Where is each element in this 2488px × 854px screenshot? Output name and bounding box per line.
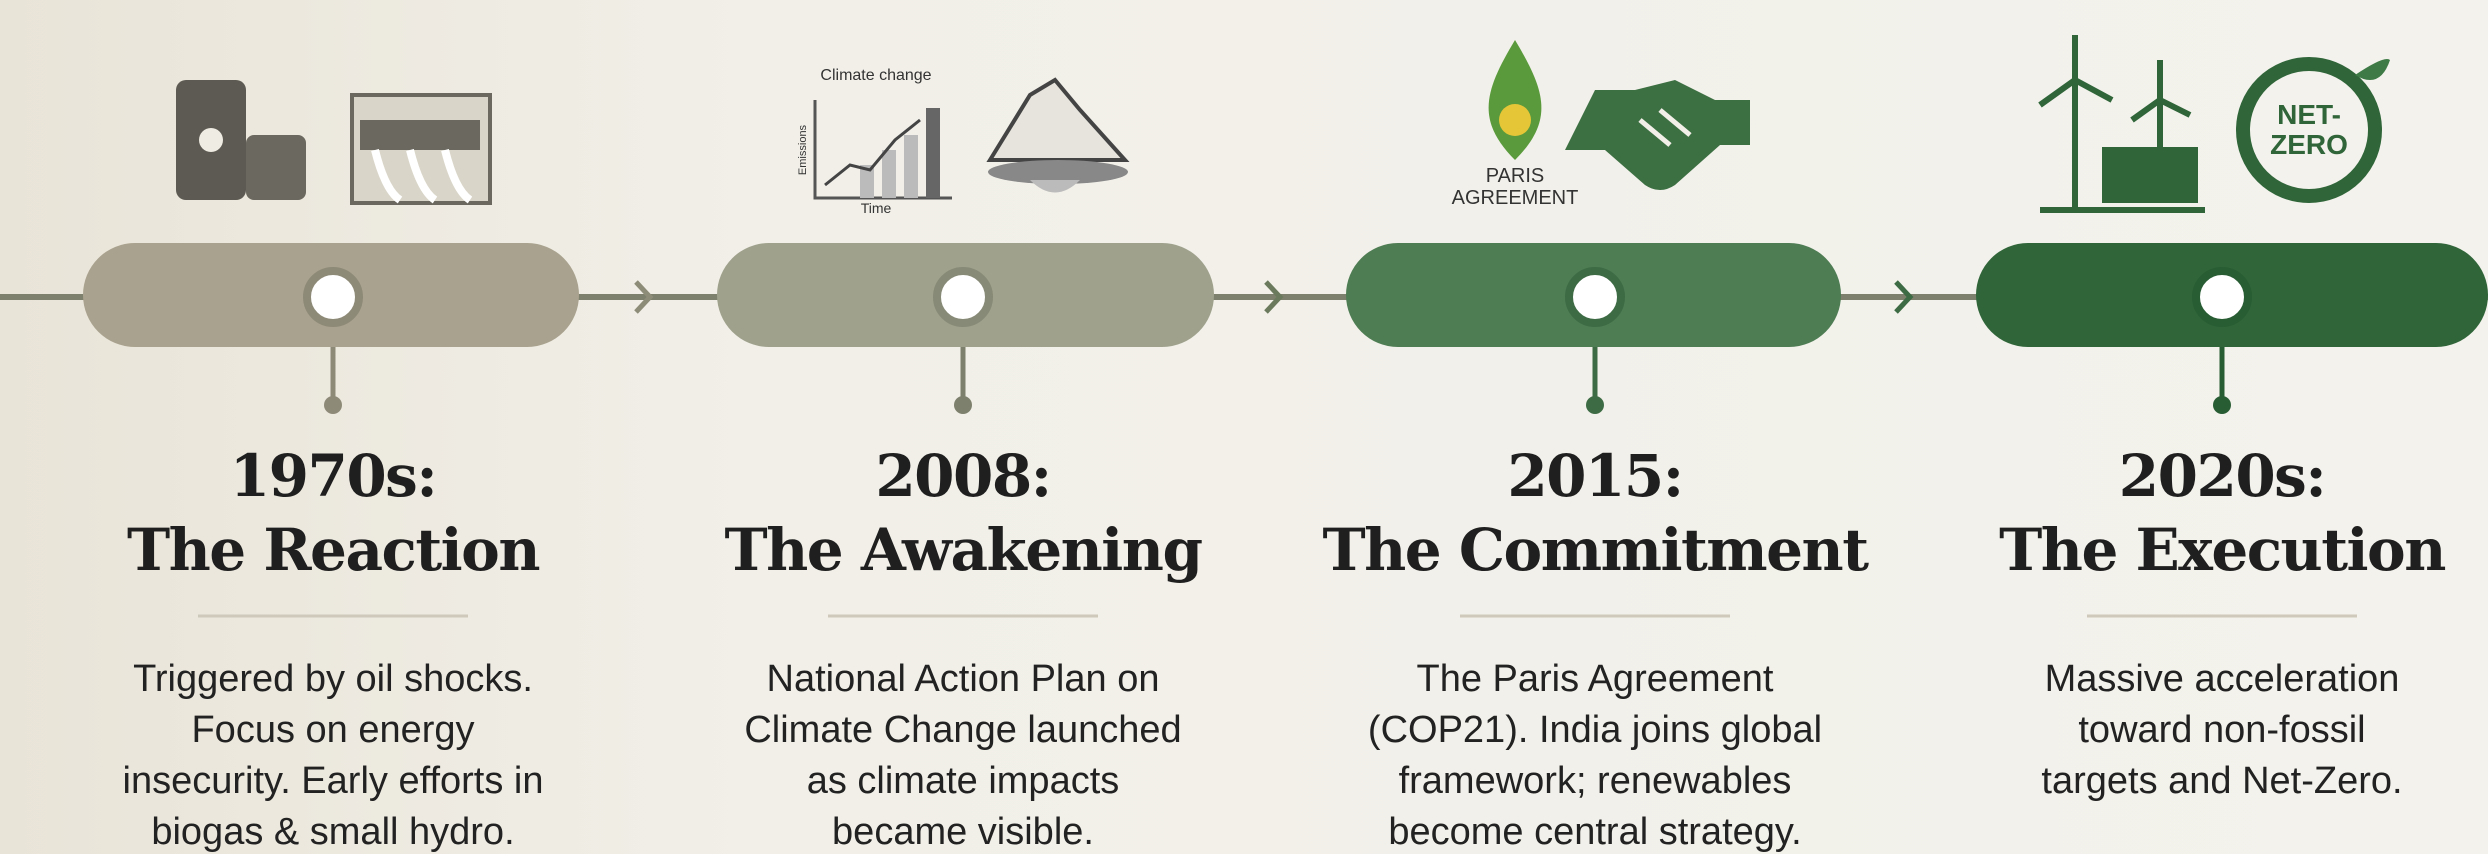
stage-description-line: The Paris Agreement — [1417, 658, 1774, 700]
stage-year: 2008: — [875, 442, 1050, 510]
chart-icon-y-label: Emissions — [797, 124, 809, 175]
stem-dot — [954, 396, 972, 414]
stage-year: 2020s: — [2119, 442, 2326, 510]
timeline: Climate change Time Emissions PARIS AGRE… — [0, 0, 2488, 854]
paris-logo-line: AGREEMENT — [1452, 187, 1579, 209]
stage-description-line: Triggered by oil shocks. — [133, 658, 533, 700]
milestone-node — [937, 271, 989, 323]
stage-description-line: (COP21). India joins global — [1368, 709, 1822, 751]
stage-year: 2015: — [1507, 442, 1682, 510]
chart-icon-title: Climate change — [820, 67, 931, 84]
stem-dot — [1586, 396, 1604, 414]
stage-description-line: targets and Net-Zero. — [2041, 760, 2402, 802]
stage-title: The Commitment — [1322, 516, 1869, 584]
stage-title: The Awakening — [724, 516, 1202, 584]
dam-icon — [352, 95, 490, 203]
milestone-node — [1569, 271, 1621, 323]
paris-logo-line: PARIS — [1486, 165, 1545, 187]
net-zero-line: ZERO — [2270, 129, 2348, 160]
stem-dot — [324, 396, 342, 414]
stage-title: The Reaction — [127, 516, 539, 584]
stage-description-line: biogas & small hydro. — [151, 811, 514, 853]
stage-description-line: toward non-fossil — [2078, 709, 2365, 751]
stage-description-line: Massive acceleration — [2045, 658, 2400, 700]
stage-description-line: Focus on energy — [191, 709, 474, 751]
stage-description-line: became visible. — [832, 811, 1094, 853]
page: {"stages": [ {"year": "1970s:", "title":… — [0, 0, 2488, 854]
milestone-node — [2196, 271, 2248, 323]
stage-description-line: Climate Change launched — [744, 709, 1181, 751]
stage-description-line: as climate impacts — [807, 760, 1120, 802]
net-zero-line: NET- — [2277, 99, 2341, 130]
stage-description-line: National Action Plan on — [767, 658, 1160, 700]
chart-icon-x-label: Time — [861, 200, 892, 216]
stem-dot — [2213, 396, 2231, 414]
stage-description-line: become central strategy. — [1388, 811, 1801, 853]
stage-description-line: framework; renewables — [1399, 760, 1792, 802]
milestone-node — [307, 271, 359, 323]
stage-description-line: insecurity. Early efforts in — [123, 760, 544, 802]
stage-year: 1970s: — [230, 442, 437, 510]
stage-title: The Execution — [1999, 516, 2445, 584]
